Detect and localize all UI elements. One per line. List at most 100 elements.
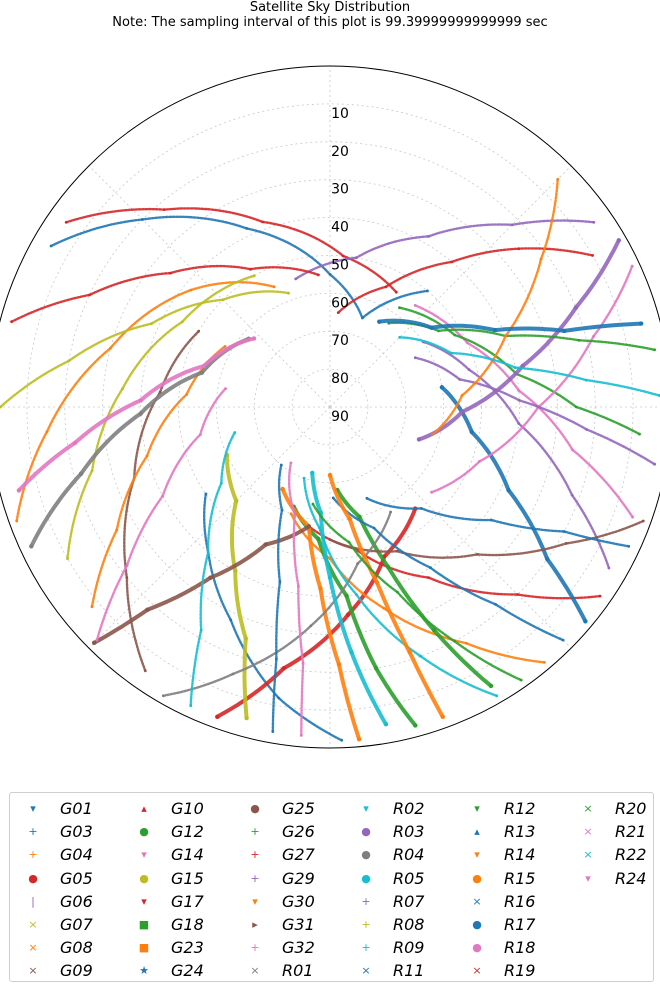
point-G07-2 [121, 387, 124, 391]
sky-plot: 90 80 70 60 50 40 30 20 10 [0, 65, 660, 749]
point-G01-2 [229, 618, 233, 622]
legend-marker: ■ [138, 918, 150, 932]
point-R18-1 [72, 440, 78, 446]
point-G14-1 [571, 448, 574, 452]
point-R02-2 [355, 593, 358, 596]
point-G18-3 [357, 514, 362, 519]
point-G27-0 [64, 220, 68, 224]
legend-label: R21 [615, 822, 647, 842]
legend-entry-R20: × R20 [571, 797, 646, 820]
track-G08 [289, 512, 546, 664]
point-R14-3 [460, 394, 464, 397]
legend-marker: ▾ [141, 848, 147, 862]
radial-tick-50: 50 [331, 257, 349, 273]
series-G27 [64, 207, 398, 294]
legend-label: G06 [60, 891, 93, 911]
legend-marker: × [583, 802, 593, 816]
point-G04-2 [109, 346, 112, 350]
legend-marker: ● [139, 825, 149, 839]
series-R03 [416, 238, 621, 442]
point-G25-1 [145, 607, 150, 612]
point-R20-0 [519, 678, 523, 682]
legend-entry-G05: ● G05 [16, 867, 93, 890]
series-R19 [10, 264, 320, 324]
point-G31-4 [328, 538, 332, 541]
legend-column: ▾ G01 + G03 + G04 ● G05 | G06 × G07 × G08 × G09 [16, 797, 93, 983]
point-G15-0 [244, 715, 249, 721]
point-R15-3 [347, 516, 352, 522]
point-R07-0 [653, 462, 656, 466]
point-G26-3 [453, 333, 457, 337]
legend-marker: × [28, 964, 38, 978]
point-R09-1 [199, 628, 203, 632]
point-R07-3 [458, 378, 462, 381]
legend-column: ● G25 + G26 + G27 + G29 ▾ G30 ▸ G31 + G32 × R01 [238, 797, 315, 983]
point-G27-2 [261, 220, 264, 224]
legend-marker: + [250, 825, 260, 839]
point-R03-1 [573, 305, 579, 310]
point-G12-1 [373, 666, 379, 671]
legend-marker: × [583, 825, 593, 839]
point-R18-4 [251, 336, 257, 341]
point-G15-1 [243, 636, 248, 641]
point-R14-4 [431, 433, 434, 436]
point-R19-3 [249, 267, 252, 271]
point-R08-3 [221, 298, 225, 302]
point-R04-2 [138, 411, 143, 416]
point-G08-1 [465, 641, 468, 645]
legend-entry-R07: + R07 [349, 890, 424, 913]
legend-marker: × [472, 894, 482, 908]
point-G24-4 [439, 385, 445, 390]
grid-ring [26, 103, 634, 711]
legend-label: G31 [282, 915, 315, 935]
point-R15-0 [440, 714, 445, 719]
legend-label: R11 [393, 961, 425, 981]
series-R15 [327, 473, 445, 719]
point-G12-2 [344, 593, 349, 598]
legend-marker: + [250, 871, 260, 885]
point-G29-3 [354, 256, 358, 260]
legend-label: G05 [60, 868, 93, 888]
point-G30-2 [145, 454, 149, 458]
series-R18 [16, 336, 257, 493]
legend-column: ▾ R12 ▴ R13 ▾ R14 ● R15 × R16 ● R17 ● R18 × R19 [460, 797, 535, 983]
legend-entry-R05: ● R05 [349, 867, 424, 890]
legend-marker: ★ [139, 964, 149, 978]
radial-tick-80: 80 [331, 371, 349, 387]
legend-entry-R18: ● R18 [460, 936, 535, 959]
legend-marker: × [361, 964, 371, 978]
track-G04 [15, 280, 276, 523]
point-R07-2 [517, 399, 521, 402]
legend-entry-R22: × R22 [571, 843, 646, 866]
series-G03 [49, 215, 429, 320]
radial-tick-10: 10 [331, 106, 349, 122]
point-G32-4 [430, 490, 433, 494]
point-G27-4 [394, 290, 398, 294]
point-R08-0 [0, 405, 2, 409]
point-R12-3 [437, 329, 440, 333]
legend-entry-G15: ● G15 [127, 867, 204, 890]
point-G32-3 [478, 460, 481, 463]
legend-label: R22 [615, 845, 647, 865]
point-R19-0 [10, 320, 14, 324]
legend-label: G25 [282, 799, 315, 819]
point-R18-2 [138, 398, 143, 403]
legend-label: G26 [282, 822, 315, 842]
point-R13-0 [271, 730, 275, 733]
radial-tick-labels: 90 80 70 60 50 40 30 20 10 [331, 106, 349, 425]
point-G25-4 [306, 524, 312, 529]
legend-label: G07 [60, 915, 93, 935]
point-R13-4 [279, 463, 283, 467]
track-R24 [288, 461, 305, 737]
legend-label: G29 [282, 868, 315, 888]
point-R14-2 [504, 334, 507, 338]
series-R08 [0, 290, 290, 409]
point-G07-0 [66, 557, 69, 560]
point-G24-3 [469, 429, 474, 435]
legend-entry-R12: ▾ R12 [460, 797, 535, 820]
point-R08-4 [287, 291, 290, 295]
legend-marker: × [28, 918, 38, 932]
legend-entry-R09: + R09 [349, 936, 424, 959]
point-G30-1 [115, 528, 119, 532]
legend-column: ▴ G10 ● G12 ▾ G14 ● G15 ▾ G17 ■ G18 ■ G23 ★ G24 [127, 797, 204, 983]
